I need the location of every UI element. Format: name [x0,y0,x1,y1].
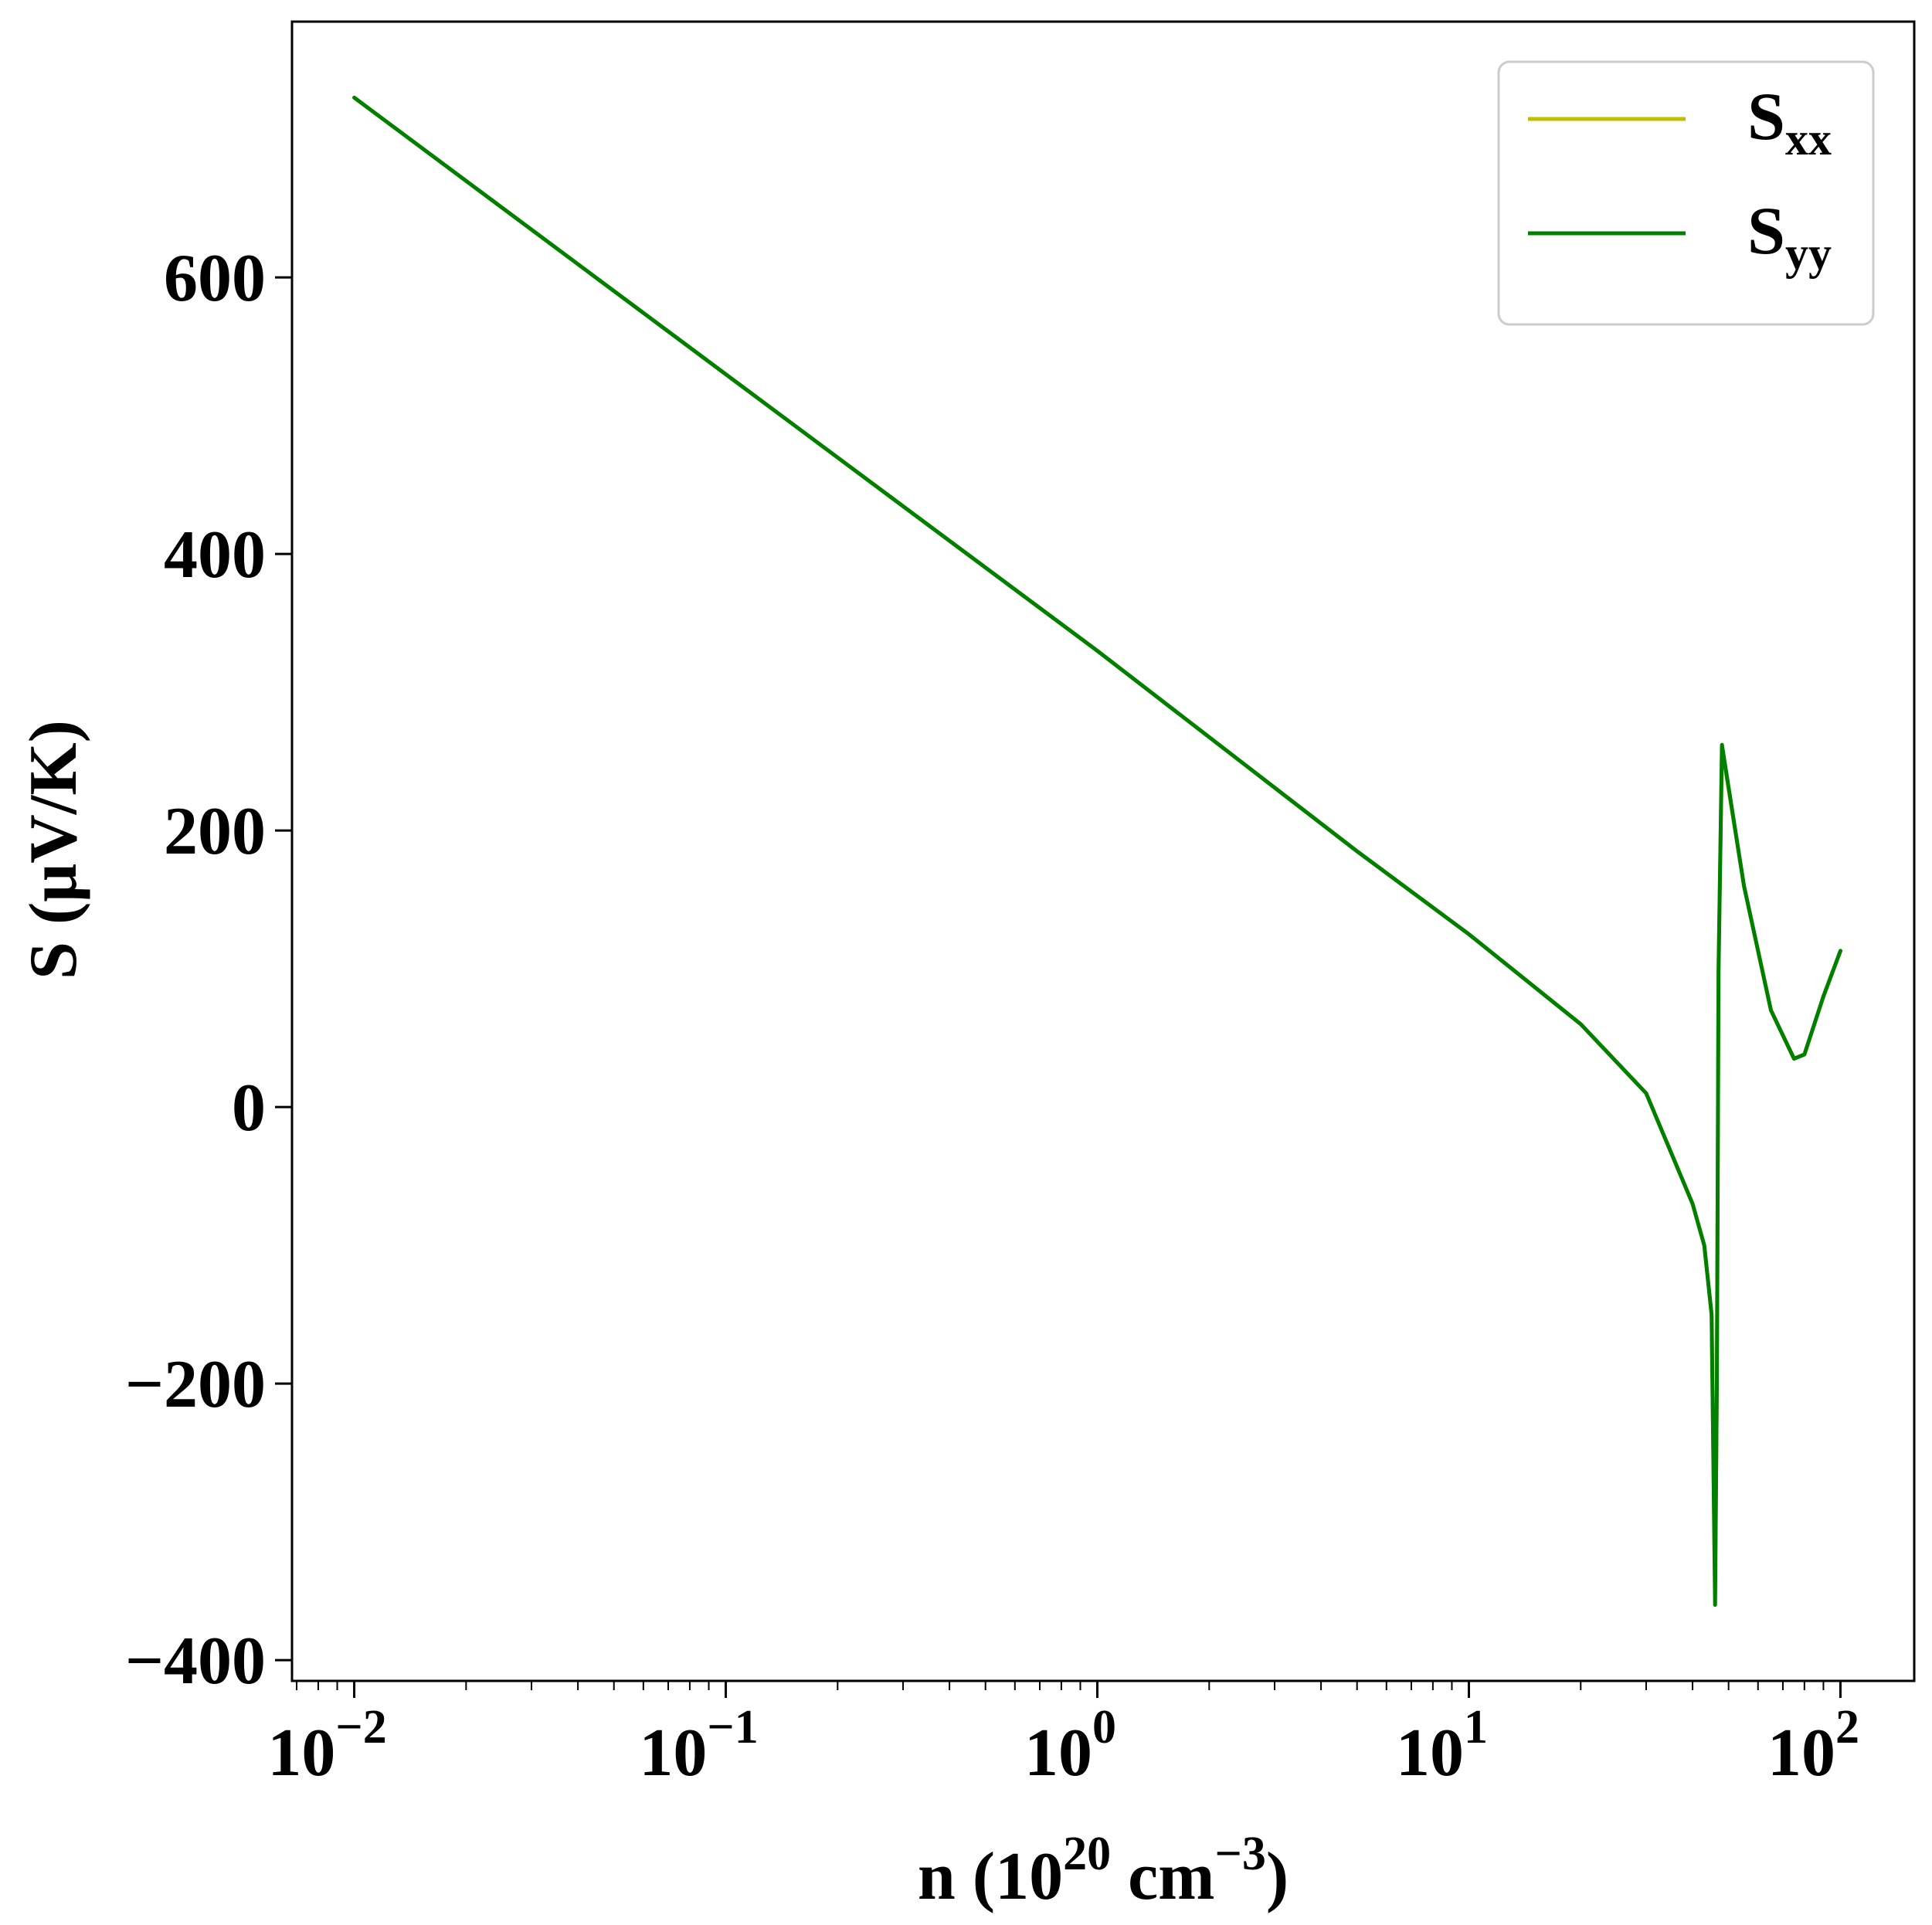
x-tick-label-base: 10 [639,1716,707,1791]
x-axis-label-sup2: −3 [1214,1828,1265,1880]
y-tick-label: −400 [125,1624,266,1699]
x-tick-label-base: 10 [1396,1716,1464,1791]
x-tick-label-exponent: 1 [1464,1701,1488,1754]
x-tick-label: 10−1 [639,1701,758,1791]
x-tick-label-exponent: 0 [1092,1701,1116,1754]
y-axis: −400 −200 0 200 400 600 [125,241,292,1699]
legend-label-syy: Syy [1747,194,1832,279]
y-axis-label: S (μV/K) [16,720,91,979]
x-axis-label-base: n (10 [918,1839,1063,1914]
legend-label-syy-base: S [1747,194,1785,269]
x-tick-label: 102 [1767,1701,1859,1791]
x-axis-label-tail: ) [1266,1839,1289,1914]
x-axis-label-sup1: 20 [1063,1828,1111,1880]
y-tick-label: 0 [232,1071,266,1146]
x-tick-label-base: 10 [1767,1716,1835,1791]
series-layer [352,95,1842,1608]
legend-label-sxx: Sxx [1747,80,1832,165]
x-axis: 10−2 10−1 100 101 102 [267,1681,1859,1791]
legend-box [1497,60,1875,326]
x-axis-label-mid: cm [1111,1839,1214,1914]
series-line-syy [352,95,1842,1608]
y-tick-label: 400 [164,518,266,592]
x-tick-label-exponent: 2 [1835,1701,1859,1754]
x-tick-label: 10−2 [267,1701,386,1791]
plot-frame [290,20,1916,1682]
x-tick-label: 100 [1024,1701,1116,1791]
x-tick-label-base: 10 [1024,1716,1092,1791]
x-tick-label-exponent: −2 [335,1701,386,1754]
legend-label-sxx-base: S [1747,80,1785,154]
x-tick-label-exponent: −1 [707,1701,758,1754]
legend-label-sxx-sub: xx [1785,114,1832,165]
x-axis-label: n (1020 cm−3) [918,1828,1289,1914]
y-tick-label: 600 [164,241,266,316]
y-tick-label: 200 [164,794,266,869]
x-tick-label: 101 [1396,1701,1488,1791]
x-tick-label-base: 10 [267,1716,335,1791]
legend-label-syy-sub: yy [1785,228,1832,279]
legend: Sxx Syy [1497,60,1875,326]
y-tick-label: −200 [125,1347,266,1422]
